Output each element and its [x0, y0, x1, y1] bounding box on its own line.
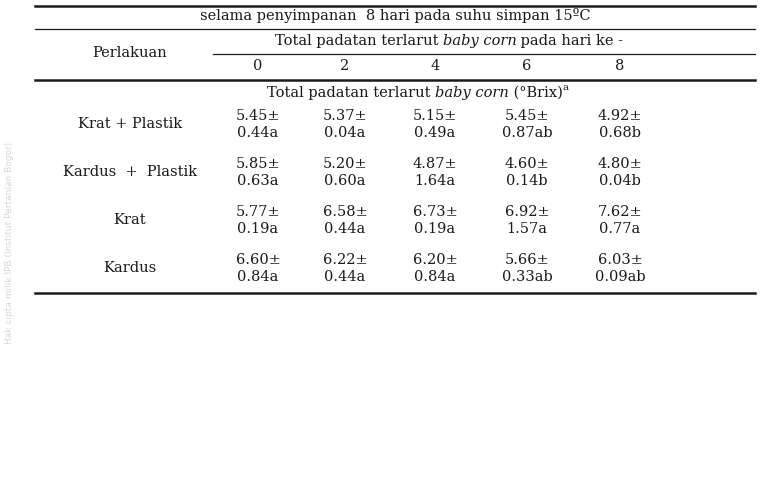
- Text: 5.20±: 5.20±: [323, 157, 368, 171]
- Text: 6.92±: 6.92±: [505, 205, 550, 219]
- Text: 0.04b: 0.04b: [599, 174, 641, 188]
- Text: (°Brix): (°Brix): [509, 86, 563, 100]
- Text: baby corn: baby corn: [435, 86, 509, 100]
- Text: 5.77±: 5.77±: [236, 205, 280, 219]
- Text: 0.44a: 0.44a: [324, 270, 365, 284]
- Text: Hak cipta milik IPB (Institut Pertanian Bogor): Hak cipta milik IPB (Institut Pertanian …: [5, 142, 15, 344]
- Text: 5.85±: 5.85±: [236, 157, 280, 171]
- Text: 6.03±: 6.03±: [598, 253, 642, 267]
- Text: 6: 6: [522, 59, 532, 73]
- Text: baby corn: baby corn: [443, 34, 516, 48]
- Text: Krat + Plastik: Krat + Plastik: [78, 118, 182, 132]
- Text: 5.15±: 5.15±: [413, 109, 457, 123]
- Text: 6.58±: 6.58±: [323, 205, 368, 219]
- Text: Total padatan terlarut: Total padatan terlarut: [267, 86, 435, 100]
- Text: 0.44a: 0.44a: [324, 222, 365, 236]
- Text: Krat: Krat: [114, 213, 146, 227]
- Text: 6.60±: 6.60±: [235, 253, 280, 267]
- Text: 6.20±: 6.20±: [413, 253, 457, 267]
- Text: 5.66±: 5.66±: [505, 253, 550, 267]
- Text: 2: 2: [341, 59, 350, 73]
- Text: 0.68b: 0.68b: [599, 126, 641, 140]
- Text: 0.84a: 0.84a: [238, 270, 279, 284]
- Text: 7.62±: 7.62±: [598, 205, 642, 219]
- Text: 0: 0: [253, 59, 262, 73]
- Text: pada hari ke -: pada hari ke -: [516, 34, 623, 48]
- Text: 5.45±: 5.45±: [505, 109, 550, 123]
- Text: 4.60±: 4.60±: [505, 157, 550, 171]
- Text: Total padatan terlarut: Total padatan terlarut: [275, 34, 443, 48]
- Text: Kardus: Kardus: [104, 261, 156, 276]
- Text: 8: 8: [615, 59, 625, 73]
- Text: 0.49a: 0.49a: [414, 126, 456, 140]
- Text: 4.80±: 4.80±: [598, 157, 642, 171]
- Text: 4.92±: 4.92±: [598, 109, 642, 123]
- Text: 0.60a: 0.60a: [324, 174, 366, 188]
- Text: 0.09ab: 0.09ab: [594, 270, 646, 284]
- Text: 5.45±: 5.45±: [236, 109, 280, 123]
- Text: 0.33ab: 0.33ab: [502, 270, 553, 284]
- Text: selama penyimpanan  8 hari pada suhu simpan 15ºC: selama penyimpanan 8 hari pada suhu simp…: [200, 8, 591, 23]
- Text: 4: 4: [430, 59, 440, 73]
- Text: 0.14b: 0.14b: [506, 174, 548, 188]
- Text: Kardus  +  Plastik: Kardus + Plastik: [63, 166, 197, 179]
- Text: 0.04a: 0.04a: [324, 126, 365, 140]
- Text: 0.77a: 0.77a: [599, 222, 641, 236]
- Text: 5.37±: 5.37±: [323, 109, 368, 123]
- Text: a: a: [563, 84, 569, 92]
- Text: 0.87ab: 0.87ab: [502, 126, 553, 140]
- Text: 1.64a: 1.64a: [414, 174, 456, 188]
- Text: 0.84a: 0.84a: [414, 270, 456, 284]
- Text: Perlakuan: Perlakuan: [93, 47, 167, 60]
- Text: 0.19a: 0.19a: [414, 222, 456, 236]
- Text: 0.44a: 0.44a: [238, 126, 279, 140]
- Text: 0.19a: 0.19a: [238, 222, 279, 236]
- Text: 1.57a: 1.57a: [506, 222, 547, 236]
- Text: 4.87±: 4.87±: [413, 157, 457, 171]
- Text: 6.73±: 6.73±: [413, 205, 457, 219]
- Text: 6.22±: 6.22±: [323, 253, 368, 267]
- Text: 0.63a: 0.63a: [238, 174, 279, 188]
